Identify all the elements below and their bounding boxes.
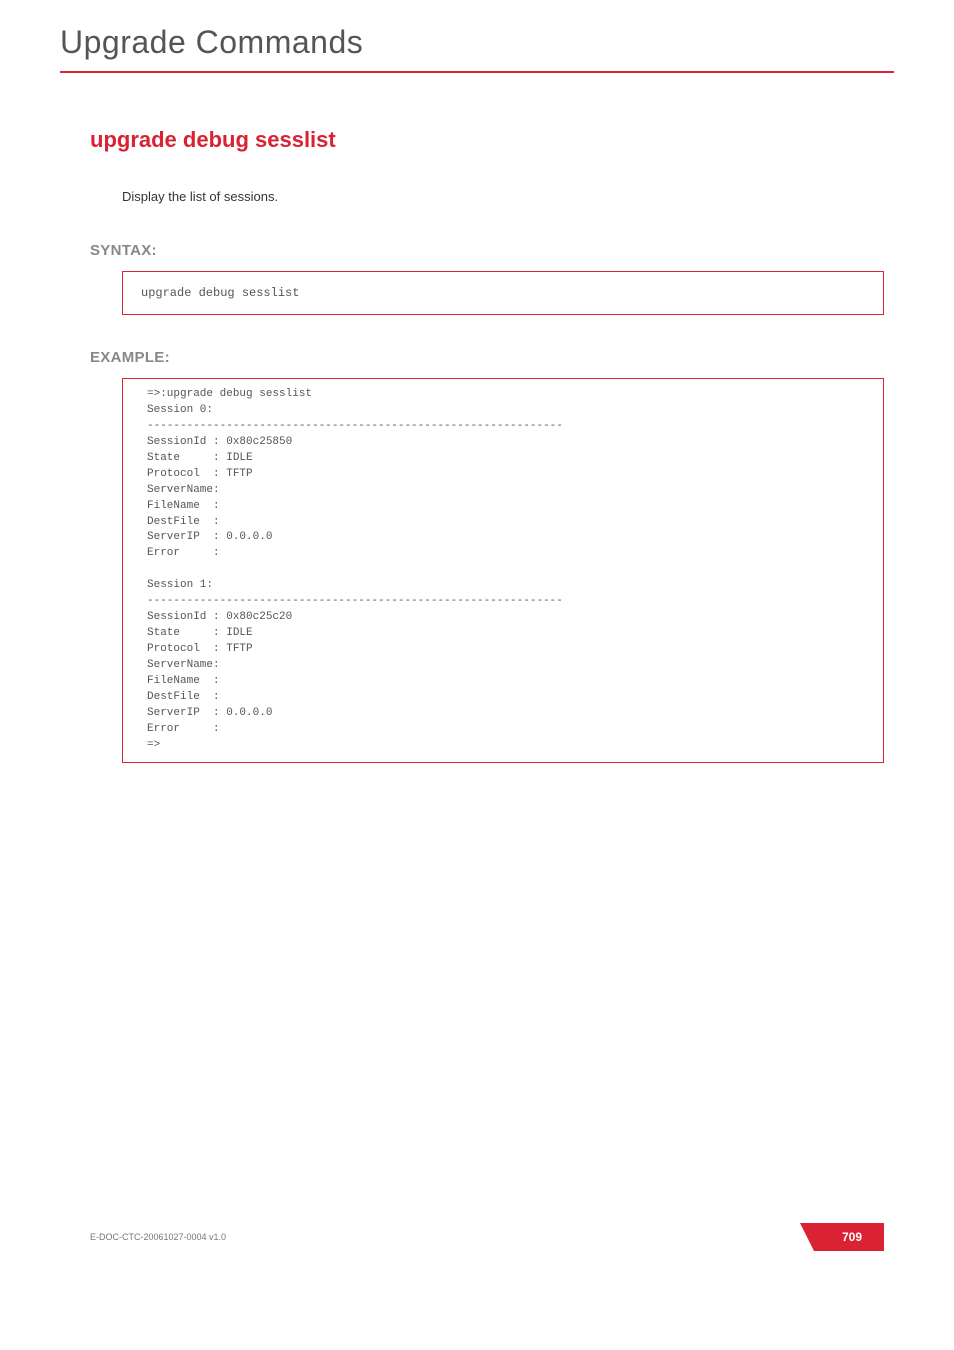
divider-rule: [60, 71, 894, 73]
example-code-block: =>:upgrade debug sesslist Session 0: ---…: [122, 378, 884, 763]
example-label: EXAMPLE:: [90, 349, 894, 366]
command-title: upgrade debug sesslist: [90, 127, 894, 153]
page-number-badge: 709: [814, 1223, 884, 1251]
syntax-code-block: upgrade debug sesslist: [122, 271, 884, 315]
command-description: Display the list of sessions.: [122, 189, 894, 204]
page-footer: E-DOC-CTC-20061027-0004 v1.0 709: [60, 1223, 894, 1251]
doc-id: E-DOC-CTC-20061027-0004 v1.0: [90, 1232, 226, 1242]
chapter-title: Upgrade Commands: [60, 24, 894, 61]
syntax-label: SYNTAX:: [90, 242, 894, 259]
